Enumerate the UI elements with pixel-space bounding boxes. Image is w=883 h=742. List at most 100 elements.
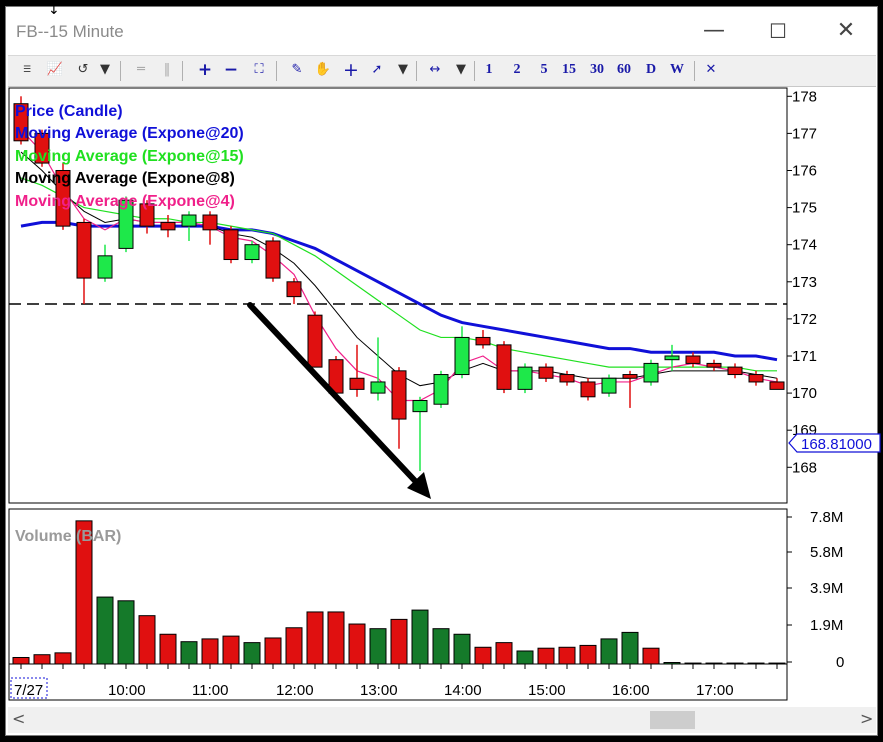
zoom-in-icon[interactable]: + xyxy=(197,60,213,80)
candle-body xyxy=(118,199,134,249)
legend-entry: Moving Average (Expone@15) xyxy=(15,148,244,165)
chart-icon[interactable]: 📈 xyxy=(46,62,64,77)
volume-bar xyxy=(705,662,723,665)
crosshair-icon[interactable]: + xyxy=(343,59,359,81)
candle-body xyxy=(97,255,113,279)
last-price-marker xyxy=(788,433,881,453)
candle-body xyxy=(454,336,470,376)
dropdown-icon[interactable]: ▼ xyxy=(100,62,110,77)
volume-bar xyxy=(12,656,30,665)
volume-legend: Volume (BAR) xyxy=(15,528,121,545)
hand-icon[interactable]: ✋ xyxy=(314,62,332,77)
columns-icon[interactable]: ‖ xyxy=(163,62,171,77)
minimize-icon[interactable]: — xyxy=(703,18,725,43)
annotation-layer xyxy=(247,302,431,499)
candle-body xyxy=(13,103,29,142)
dropdown-icon[interactable]: ▼ xyxy=(456,62,466,77)
volume-bar xyxy=(663,662,681,665)
maximize-icon[interactable]: ☐ xyxy=(769,19,787,43)
dropdown-icon[interactable]: ▼ xyxy=(398,62,408,77)
volume-bar xyxy=(117,600,135,665)
candle-body xyxy=(559,374,575,383)
candle-body xyxy=(517,366,533,390)
horizontal-scrollbar[interactable]: < > xyxy=(8,707,876,733)
toolbar-separator xyxy=(120,61,121,81)
toolbar-separator xyxy=(416,61,417,81)
x-tick-label: 14:00 xyxy=(444,682,482,699)
line-tool-icon[interactable]: ➚ xyxy=(371,62,383,77)
volume-bar xyxy=(495,642,513,665)
candle-body xyxy=(160,221,176,231)
candle-body xyxy=(307,314,323,368)
candle-body xyxy=(223,229,239,261)
volume-bar xyxy=(327,611,345,665)
svm-icon[interactable]: ☰ xyxy=(22,65,32,75)
interval-15-button[interactable]: 15 xyxy=(562,62,576,77)
candle-body xyxy=(433,374,449,405)
interval-daily-button[interactable]: D xyxy=(645,62,657,77)
x-tick-label: 10:00 xyxy=(108,682,146,699)
volume-bar xyxy=(54,652,72,665)
close-chart-icon[interactable]: ✕ xyxy=(705,62,717,77)
candle-body xyxy=(55,169,71,227)
price-tick-label: 168 xyxy=(792,459,817,476)
volume-bar xyxy=(243,642,261,665)
volume-bar xyxy=(474,646,492,665)
price-tick-label: 174 xyxy=(792,237,817,254)
pen-icon[interactable]: ✎ xyxy=(291,62,303,77)
candle-body xyxy=(475,336,491,346)
undo-icon[interactable]: ↺ xyxy=(77,62,89,77)
candle-body xyxy=(349,377,365,390)
scroll-left-icon[interactable]: < xyxy=(12,709,26,728)
toolbar-separator xyxy=(182,61,183,81)
legend-entry: Price (Candle) xyxy=(15,103,123,120)
bar-lines-icon[interactable]: ═ xyxy=(137,62,145,77)
volume-bar xyxy=(138,615,156,665)
legend-entry: Moving Average (Expone@8) xyxy=(15,170,235,187)
volume-bar xyxy=(390,618,408,665)
candle-body xyxy=(412,400,428,413)
interval-2-button[interactable]: 2 xyxy=(513,62,521,77)
interval-weekly-button[interactable]: W xyxy=(670,62,684,77)
candle-body xyxy=(496,344,512,390)
volume-panel-frame xyxy=(8,508,788,701)
interval-60-button[interactable]: 60 xyxy=(617,62,631,77)
interval-5-button[interactable]: 5 xyxy=(540,62,548,77)
candle-body xyxy=(622,374,638,379)
scroll-thumb[interactable] xyxy=(650,711,695,729)
candle-body xyxy=(181,214,197,227)
trend-arrow-head xyxy=(407,472,431,499)
toolbar-separator xyxy=(474,61,475,81)
candle-body xyxy=(34,132,50,164)
volume-tick-label: 1.9M xyxy=(810,617,843,634)
candle-body xyxy=(286,281,302,298)
candle-body xyxy=(769,381,785,390)
x-tick-label: 13:00 xyxy=(360,682,398,699)
candle-body xyxy=(727,366,743,376)
x-tick-label: 11:00 xyxy=(192,682,228,699)
volume-bar xyxy=(747,662,765,665)
close-icon[interactable]: ✕ xyxy=(836,18,856,43)
title-bar[interactable]: FB--15 Minute — ☐ ✕ xyxy=(6,7,877,53)
interval-1-button[interactable]: 1 xyxy=(485,62,493,77)
scroll-horizontal-icon[interactable]: ↔ xyxy=(429,62,441,77)
volume-bar xyxy=(201,638,219,665)
volume-bar xyxy=(180,641,198,665)
zoom-out-icon[interactable]: − xyxy=(223,60,239,80)
candle-body xyxy=(643,362,659,383)
volume-panel: Volume (BAR) xyxy=(8,508,788,701)
x-tick-label: 7/27 xyxy=(14,682,43,699)
volume-bar xyxy=(684,662,702,665)
toolbar-separator xyxy=(694,61,695,81)
last-price-label: 168.81000 xyxy=(801,436,872,453)
date-label-focus xyxy=(10,677,48,699)
candle-body xyxy=(748,374,764,383)
interval-30-button[interactable]: 30 xyxy=(590,62,604,77)
volume-bar xyxy=(96,596,114,665)
scroll-right-icon[interactable]: > xyxy=(860,709,874,728)
price-tick-label: 173 xyxy=(792,274,817,291)
fit-icon[interactable]: ⛶ xyxy=(254,62,264,77)
candle-body xyxy=(202,214,218,231)
candle-body xyxy=(601,377,617,394)
